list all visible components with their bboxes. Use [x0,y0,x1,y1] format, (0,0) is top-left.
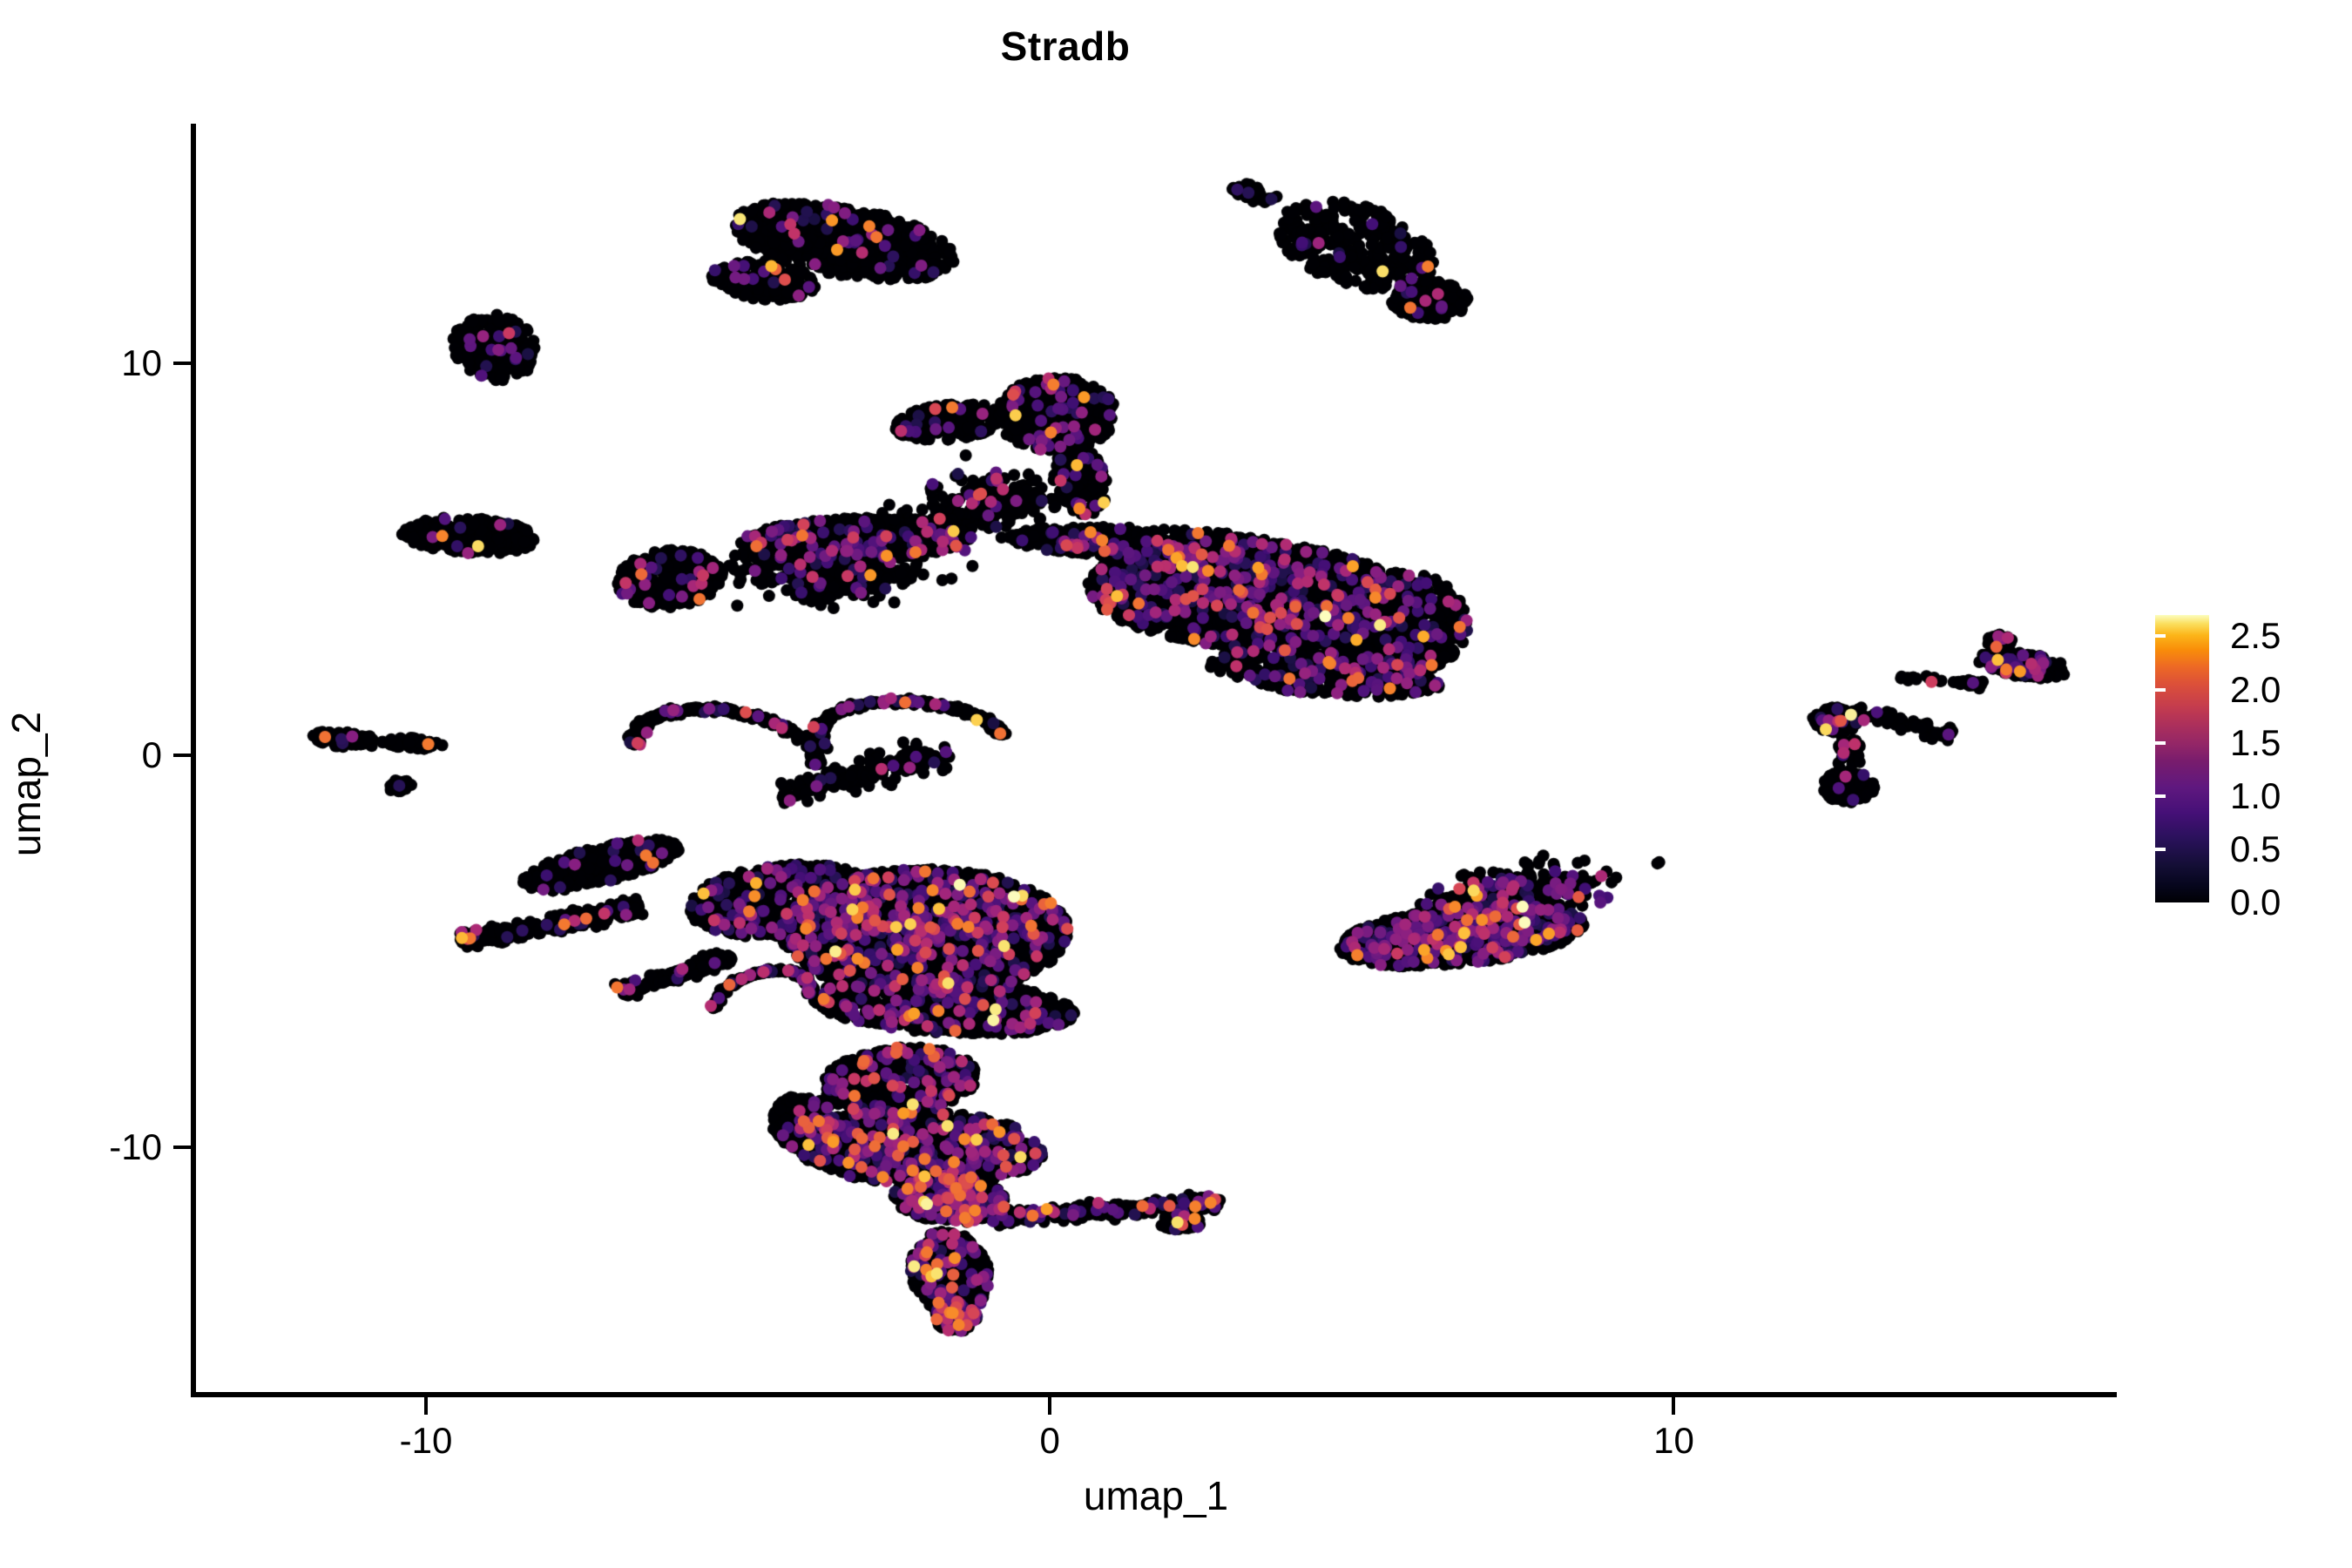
x-axis-tick [1048,1397,1052,1415]
x-axis-tick-label: 10 [1653,1420,1694,1461]
page-title: Stradb [1000,24,1131,69]
y-axis-tick [173,1146,191,1150]
x-axis-tick [1672,1397,1676,1415]
colorbar-tick-label: 2.5 [2230,615,2281,657]
colorbar-tick-label: 0.0 [2230,882,2281,923]
colorbar-tick-mark [2155,847,2166,851]
colorbar-tick-label: 1.5 [2230,721,2281,763]
colorbar-tick-mark [2155,687,2166,692]
colorbar-tick-mark [2155,634,2166,639]
y-axis-tick-label: 10 [121,341,162,383]
colorbar-tick-mark [2155,740,2166,745]
x-axis-line [191,1392,2117,1397]
y-axis-tick [173,753,191,757]
colorbar-legend: 2.5 2.0 1.5 1.0 0.5 0.0 [2155,615,2329,923]
x-axis-tick [424,1397,428,1415]
y-axis-tick-label: -10 [109,1126,162,1168]
colorbar-tick-mark [2319,847,2329,851]
colorbar-tick-mark [2155,794,2166,798]
y-axis-tick-label: 0 [141,733,162,775]
colorbar-tick-mark [2319,794,2329,798]
colorbar-tick-label: 2.0 [2230,668,2281,710]
colorbar-tick-label: 1.0 [2230,774,2281,816]
x-axis-tick-label: -10 [399,1420,453,1461]
y-axis-tick [173,361,191,365]
colorbar-tick-mark [2319,740,2329,745]
y-axis-line [191,124,196,1397]
colorbar-tick-mark [2319,687,2329,692]
colorbar-gradient [2155,615,2209,902]
colorbar-tick-mark [2319,634,2329,639]
x-axis-tick-label: 0 [1039,1420,1060,1461]
scatter-plot-canvas [195,124,2117,1395]
y-axis-title: umap_2 [3,711,49,857]
plot-panel [195,124,2117,1395]
x-axis-title: umap_1 [1083,1473,1229,1518]
colorbar-tick-label: 0.5 [2230,828,2281,869]
